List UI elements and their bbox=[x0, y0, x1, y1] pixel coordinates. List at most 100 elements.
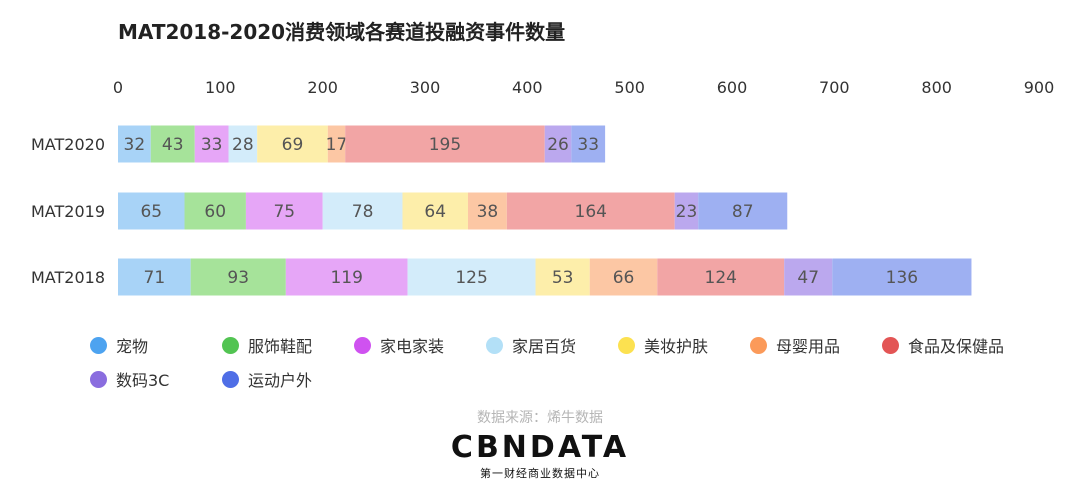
data-source: 数据来源：烯牛数据 bbox=[477, 410, 603, 426]
legend-dot-icon bbox=[90, 336, 107, 354]
data-label-1-5: 38 bbox=[477, 202, 499, 222]
logo-text: CBNDATA bbox=[450, 430, 630, 465]
data-label-1-4: 64 bbox=[424, 202, 446, 222]
data-label-2-4: 53 bbox=[552, 268, 574, 288]
logo-subtext: 第一财经商业数据中心 bbox=[480, 467, 600, 480]
data-label-0-7: 26 bbox=[547, 135, 569, 155]
bar-segment-2-6 bbox=[657, 258, 785, 296]
bar-segment-1-3 bbox=[322, 192, 403, 230]
legend-item-4: 美妆护肤 bbox=[618, 333, 750, 357]
data-label-1-8: 87 bbox=[732, 202, 754, 222]
data-label-2-1: 93 bbox=[227, 268, 249, 288]
bar-segment-2-8 bbox=[832, 258, 972, 296]
x-tick-label-4: 400 bbox=[512, 78, 543, 97]
x-tick-label-2: 200 bbox=[307, 78, 338, 97]
data-label-0-4: 69 bbox=[282, 135, 304, 155]
bar-segment-0-3 bbox=[228, 125, 258, 163]
legend-label: 家居百货 bbox=[512, 337, 577, 356]
legend-label: 数码3C bbox=[116, 371, 170, 390]
bar-segment-1-2 bbox=[245, 192, 323, 230]
bar-segment-1-5 bbox=[467, 192, 507, 230]
legend-item-6: 食品及保健品 bbox=[882, 333, 1014, 357]
legend-dot-icon bbox=[750, 336, 767, 354]
data-label-1-0: 65 bbox=[140, 202, 162, 222]
bar-segment-1-1 bbox=[184, 192, 246, 230]
legend-dot-icon bbox=[222, 336, 239, 354]
data-label-2-5: 66 bbox=[613, 268, 635, 288]
data-label-0-8: 33 bbox=[577, 135, 599, 155]
data-label-2-0: 71 bbox=[144, 268, 166, 288]
bar-segment-1-4 bbox=[402, 192, 468, 230]
bar-segment-2-4 bbox=[535, 258, 590, 296]
bar-segment-1-8 bbox=[698, 192, 788, 230]
legend-dot-icon bbox=[882, 336, 899, 354]
x-tick-label-5: 500 bbox=[614, 78, 645, 97]
bar-segment-2-1 bbox=[190, 258, 286, 296]
x-tick-label-3: 300 bbox=[410, 78, 441, 97]
data-label-0-2: 33 bbox=[201, 135, 223, 155]
legend-label: 宠物 bbox=[116, 337, 149, 356]
data-label-2-7: 47 bbox=[797, 268, 819, 288]
data-label-0-0: 32 bbox=[124, 135, 146, 155]
data-label-0-6: 195 bbox=[429, 135, 461, 155]
data-label-1-7: 23 bbox=[676, 202, 698, 222]
x-tick-label-8: 800 bbox=[921, 78, 952, 97]
x-tick-label-1: 100 bbox=[205, 78, 236, 97]
data-label-1-3: 78 bbox=[352, 202, 374, 222]
data-label-0-5: 17 bbox=[326, 135, 348, 155]
legend-label: 家电家装 bbox=[380, 337, 445, 356]
x-tick-label-7: 700 bbox=[819, 78, 850, 97]
category-label-2: MAT2018 bbox=[31, 268, 105, 287]
legend-item-8: 运动户外 bbox=[222, 367, 354, 391]
data-label-0-3: 28 bbox=[232, 135, 254, 155]
data-label-1-2: 75 bbox=[273, 202, 295, 222]
bar-segment-0-1 bbox=[150, 125, 195, 163]
data-label-0-1: 43 bbox=[162, 135, 184, 155]
bar-segment-2-0 bbox=[118, 258, 191, 296]
chart-plot: 0 100 200 300 400 500 600 700 800 900 MAT2020 32 43 3… bbox=[31, 78, 1055, 296]
data-label-2-2: 119 bbox=[330, 268, 362, 288]
bar-segment-0-8 bbox=[571, 125, 606, 163]
legend-label: 母婴用品 bbox=[776, 337, 841, 356]
legend-dot-icon bbox=[90, 370, 107, 388]
bar-segment-0-6 bbox=[345, 125, 545, 163]
legend-label: 服饰鞋配 bbox=[248, 337, 313, 356]
data-label-2-6: 124 bbox=[705, 268, 737, 288]
legend-dot-icon bbox=[354, 336, 371, 354]
bar-segment-2-7 bbox=[784, 258, 833, 296]
chart-title: MAT2018-2020消费领域各赛道投融资事件数量 bbox=[118, 20, 566, 44]
bar-segment-0-2 bbox=[194, 125, 229, 163]
category-label-1: MAT2019 bbox=[31, 202, 105, 221]
legend-item-0: 宠物 bbox=[90, 333, 222, 357]
legend-item-5: 母婴用品 bbox=[750, 333, 882, 357]
x-tick-label-0: 0 bbox=[113, 78, 123, 97]
legend-label: 运动户外 bbox=[248, 371, 313, 390]
legend-label: 美妆护肤 bbox=[644, 337, 709, 356]
bar-segment-0-5 bbox=[327, 125, 346, 163]
legend-item-2: 家电家装 bbox=[354, 333, 486, 357]
legend-dot-icon bbox=[618, 336, 635, 354]
cbndata-logo: CBNDATA 第一财经商业数据中心 bbox=[0, 432, 1080, 481]
data-label-2-3: 125 bbox=[455, 268, 487, 288]
bar-segment-0-0 bbox=[118, 125, 151, 163]
x-tick-label-9: 900 bbox=[1024, 78, 1055, 97]
bar-segment-2-2 bbox=[285, 258, 408, 296]
legend-dot-icon bbox=[486, 336, 503, 354]
legend-label: 食品及保健品 bbox=[908, 337, 1005, 356]
bar-segment-2-3 bbox=[407, 258, 536, 296]
data-label-1-1: 60 bbox=[204, 202, 226, 222]
bar-segment-0-7 bbox=[544, 125, 572, 163]
x-tick-label-6: 600 bbox=[717, 78, 748, 97]
bar-segment-1-0 bbox=[118, 192, 185, 230]
legend-item-7: 数码3C bbox=[90, 367, 222, 391]
bar-segment-1-7 bbox=[674, 192, 699, 230]
category-label-0: MAT2020 bbox=[31, 135, 105, 154]
data-label-1-6: 164 bbox=[575, 202, 607, 222]
bar-segment-1-6 bbox=[506, 192, 675, 230]
data-label-2-8: 136 bbox=[886, 268, 918, 288]
bar-segment-0-4 bbox=[257, 125, 328, 163]
legend-item-1: 服饰鞋配 bbox=[222, 333, 354, 357]
bar-segment-2-5 bbox=[589, 258, 658, 296]
legend: 宠物 服饰鞋配 家电家装 家居百货 美妆护肤 母婴用品 食品及保健品数码3C 运动户外 bbox=[90, 333, 1050, 391]
legend-item-3: 家居百货 bbox=[486, 333, 618, 357]
